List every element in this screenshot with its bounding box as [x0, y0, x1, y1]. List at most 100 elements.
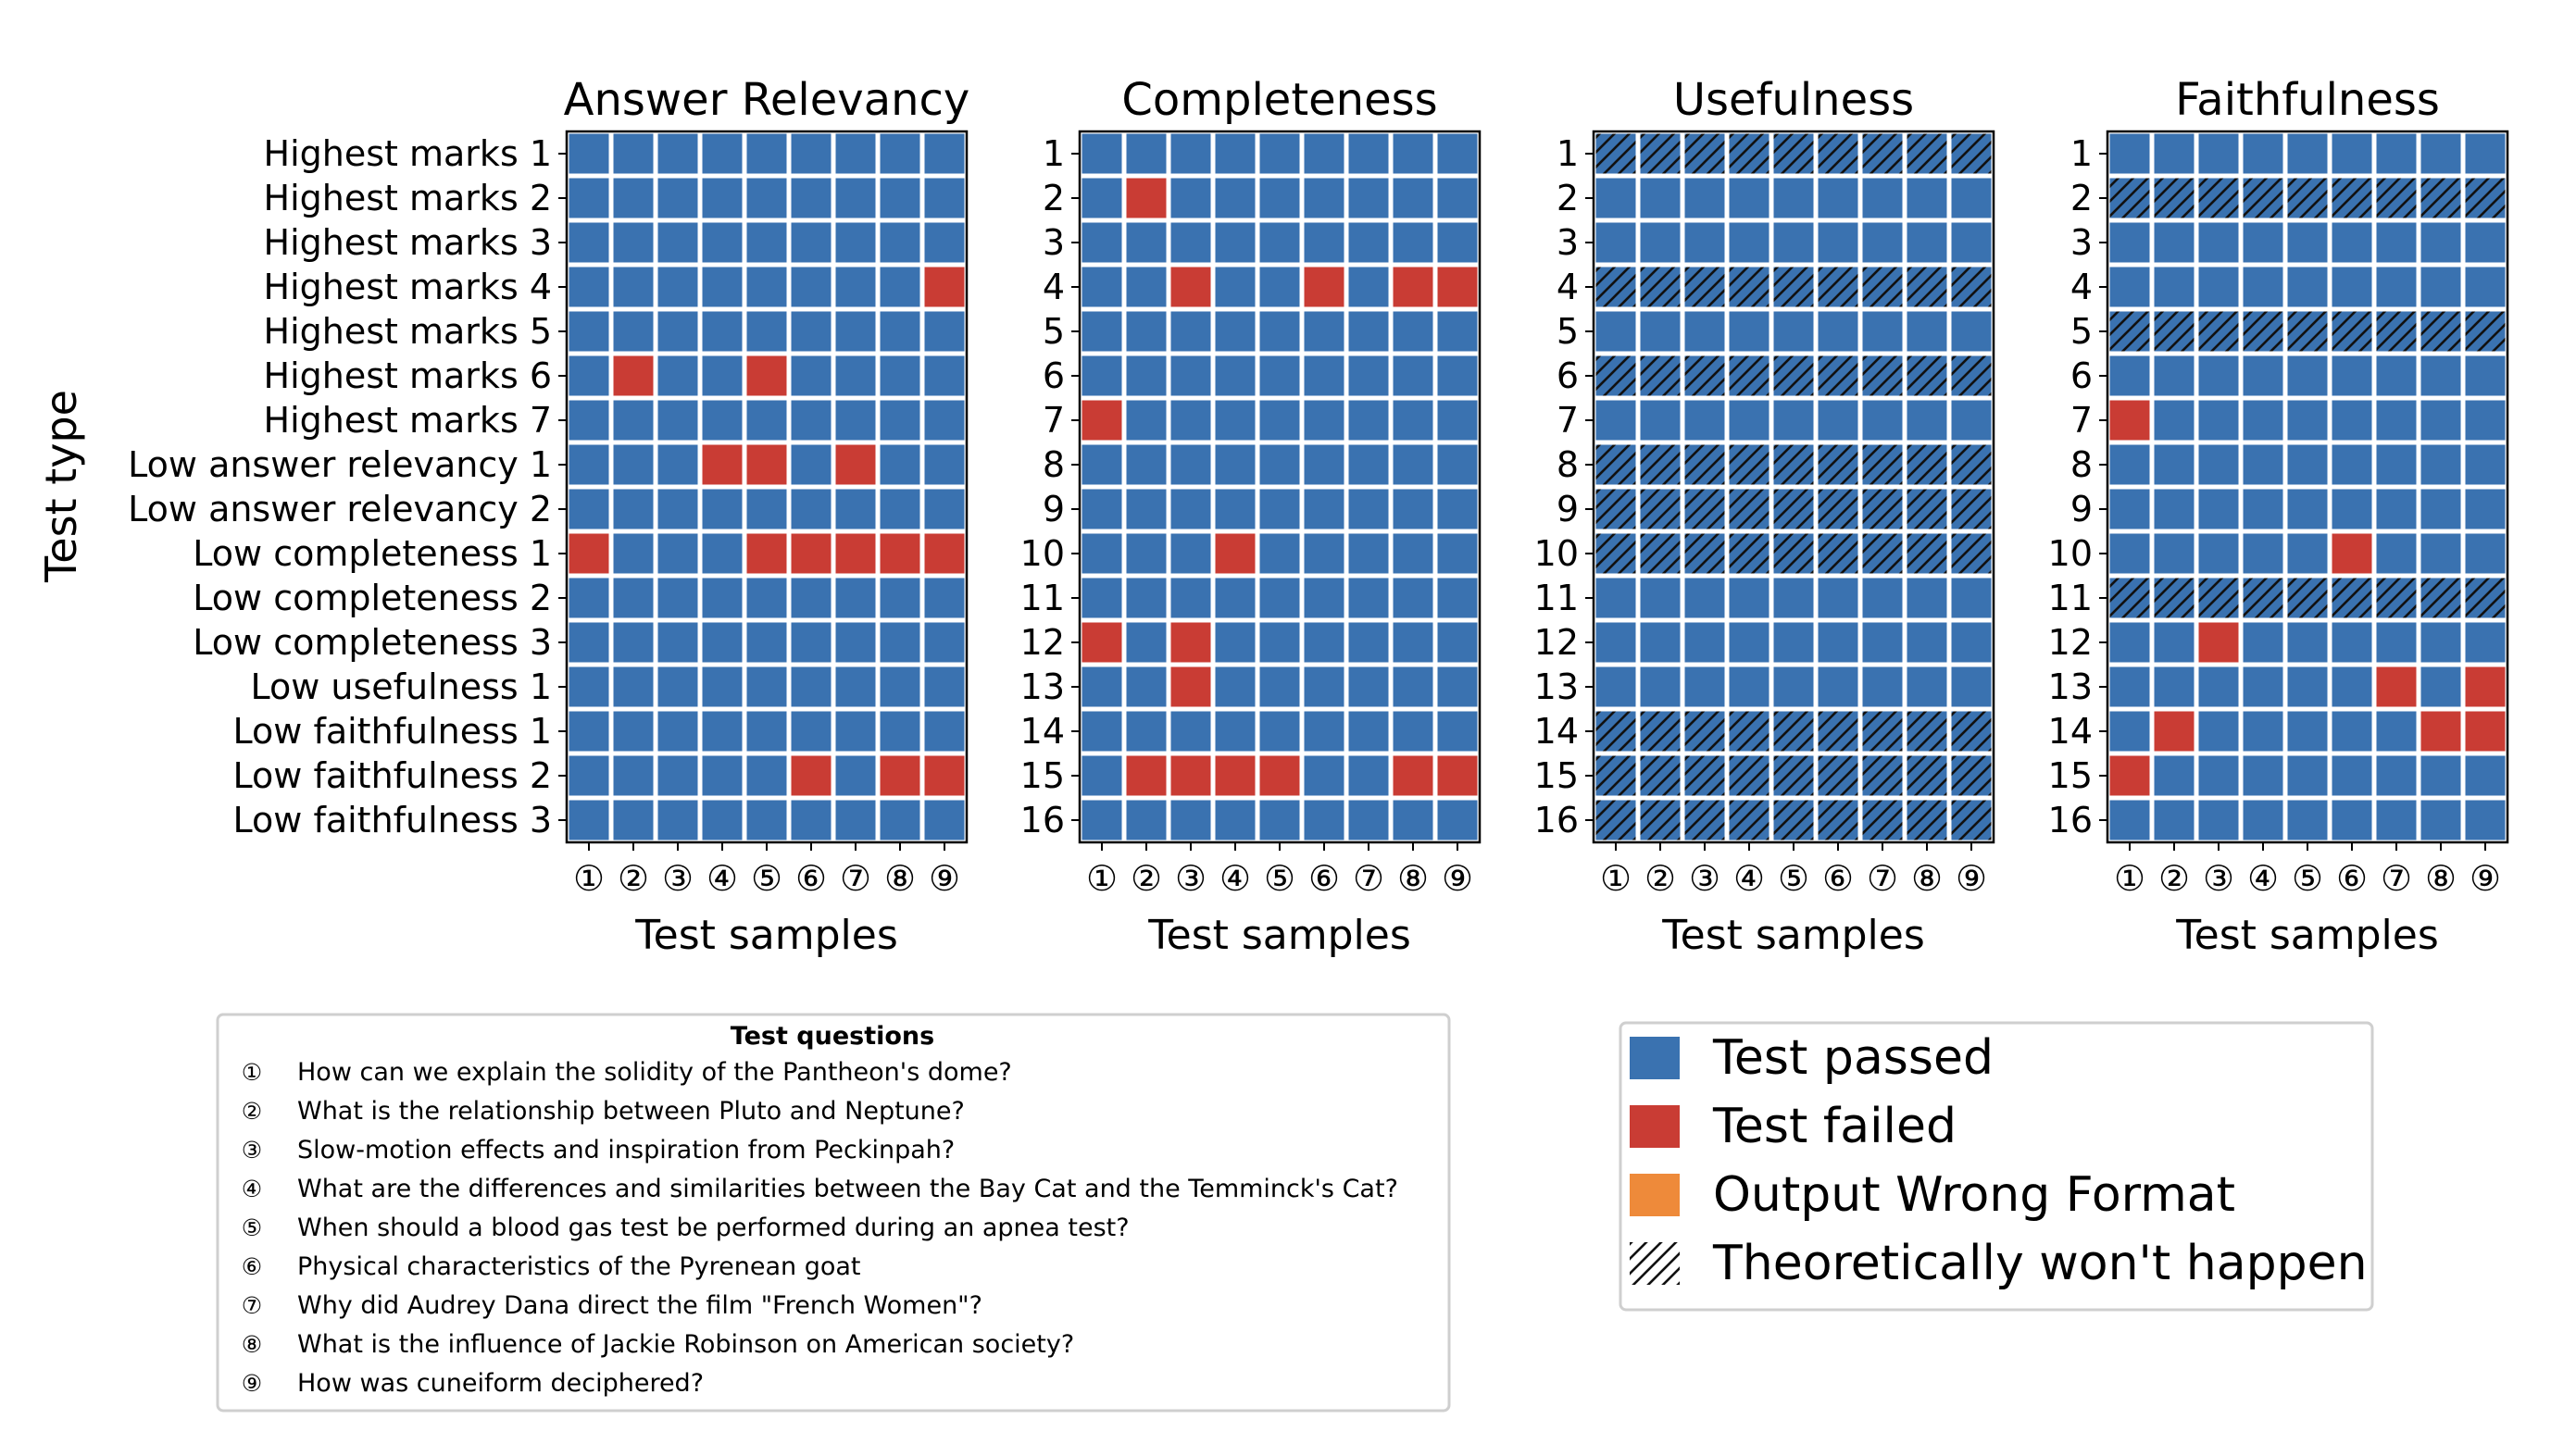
y-tick-label: 5: [2070, 311, 2093, 352]
x-tick-label: ③: [1689, 858, 1720, 899]
cell-hatch: [1640, 800, 1681, 840]
cell-failed: [742, 351, 792, 401]
cell-passed: [1255, 395, 1305, 445]
cell-passed: [608, 706, 658, 756]
cell-passed: [1432, 573, 1482, 623]
cell-passed: [1432, 529, 1482, 579]
y-tick-label: 1: [1557, 133, 1579, 174]
cell-passed: [2282, 262, 2332, 312]
cell-passed: [2460, 395, 2510, 445]
cell-passed: [1166, 218, 1216, 268]
questions-box-frame: [216, 1013, 1451, 1413]
cell-passed: [1857, 662, 1907, 712]
cell-hatch: [1951, 533, 1992, 574]
panel-title: Answer Relevancy: [564, 74, 970, 126]
cell-passed: [697, 262, 747, 312]
cell-passed: [1121, 129, 1171, 179]
question-number: ③: [242, 1137, 262, 1164]
cell-passed: [1299, 218, 1349, 268]
y-tick-label: Low answer relevancy 1: [128, 444, 552, 485]
cell-passed: [564, 351, 614, 401]
cell-passed: [1946, 395, 1996, 445]
x-tick-label: ⑤: [1264, 858, 1295, 899]
cell-passed: [742, 395, 792, 445]
cell-passed: [1255, 573, 1305, 623]
cell-passed: [1210, 395, 1260, 445]
cell-passed: [1388, 440, 1438, 490]
cell-passed: [564, 306, 614, 356]
cell-passed: [1255, 795, 1305, 845]
cell-passed: [2327, 440, 2377, 490]
cell-passed: [1255, 218, 1305, 268]
cell-passed: [919, 617, 969, 667]
cell-passed: [1813, 395, 1863, 445]
x-tick-label: ④: [707, 858, 738, 899]
cell-passed: [564, 262, 614, 312]
cell-passed: [875, 218, 925, 268]
cell-passed: [919, 795, 969, 845]
cell-passed: [2149, 795, 2199, 845]
cell-passed: [1210, 484, 1260, 534]
x-tick-label: ⑦: [1353, 858, 1384, 899]
cell-passed: [2238, 529, 2288, 579]
cell-passed: [2327, 662, 2377, 712]
cell-passed: [2327, 617, 2377, 667]
x-tick-label: ①: [1600, 858, 1632, 899]
y-tick-label: 9: [1557, 489, 1579, 529]
cell-passed: [2460, 440, 2510, 490]
cell-passed: [2416, 529, 2466, 579]
cell-passed: [1210, 262, 1260, 312]
cell-passed: [697, 173, 747, 223]
cell-passed: [1902, 573, 1952, 623]
cell-passed: [1902, 218, 1952, 268]
cell-hatch: [1595, 711, 1636, 752]
legend-item: Theoretically won't happen: [1630, 1236, 2368, 1291]
cell-passed: [1166, 129, 1216, 179]
cell-passed: [742, 484, 792, 534]
cell-passed: [1344, 484, 1394, 534]
x-tick-label: ⑥: [2336, 858, 2368, 899]
questions-box: Test questions ① How can we explain the s…: [216, 1013, 1451, 1413]
cell-passed: [875, 795, 925, 845]
cell-hatch: [1729, 133, 1769, 174]
y-tick-label: 8: [1557, 444, 1579, 485]
cell-passed: [653, 218, 703, 268]
cell-hatch: [1640, 533, 1681, 574]
cell-passed: [1299, 395, 1349, 445]
cell-passed: [786, 795, 836, 845]
cell-passed: [1432, 617, 1482, 667]
y-tick-label: Low faithfulness 2: [233, 755, 552, 796]
cell-passed: [1724, 395, 1774, 445]
cell-hatch: [1862, 755, 1903, 796]
cell-hatch: [1818, 267, 1858, 307]
cell-passed: [1255, 306, 1305, 356]
y-tick-label: 13: [1534, 666, 1579, 707]
cell-passed: [1635, 662, 1685, 712]
cell-passed: [1388, 395, 1438, 445]
cell-passed: [1635, 218, 1685, 268]
cell-passed: [653, 706, 703, 756]
legend-label: Test failed: [1712, 1099, 1957, 1154]
cell-hatch: [2420, 578, 2461, 618]
cell-hatch: [1907, 444, 1947, 485]
cell-hatch: [1907, 755, 1947, 796]
cell-hatch: [2198, 578, 2239, 618]
cell-hatch: [2332, 311, 2372, 352]
cell-passed: [1813, 573, 1863, 623]
question-text: What is the relationship between Pluto a…: [297, 1097, 965, 1126]
y-tick-label: 3: [2070, 222, 2093, 263]
cell-passed: [919, 395, 969, 445]
cell-failed: [2460, 706, 2510, 756]
cell-passed: [2282, 129, 2332, 179]
cell-passed: [608, 617, 658, 667]
cell-passed: [2416, 440, 2466, 490]
cell-passed: [1077, 306, 1127, 356]
cell-passed: [608, 306, 658, 356]
cell-failed: [786, 751, 836, 801]
cell-passed: [2371, 484, 2421, 534]
cell-hatch: [2465, 578, 2506, 618]
cell-passed: [653, 573, 703, 623]
cell-passed: [2282, 662, 2332, 712]
cell-passed: [653, 484, 703, 534]
